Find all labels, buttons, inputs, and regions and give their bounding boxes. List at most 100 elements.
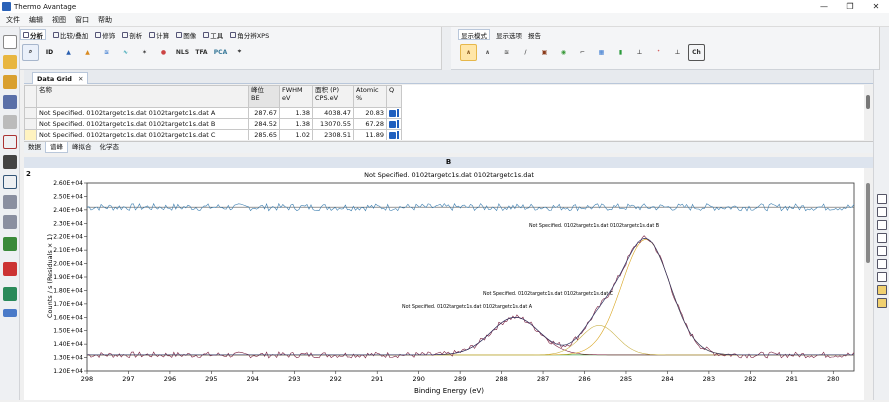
cell-area[interactable]: 4038.47 <box>312 107 354 119</box>
menu-edit[interactable]: 编辑 <box>29 15 43 24</box>
export-icon[interactable] <box>877 298 887 308</box>
spectrum-chart[interactable]: Not Specified. 0102targetc1s.dat 0102tar… <box>24 168 873 400</box>
chart-title-button[interactable]: Ch <box>688 43 705 61</box>
menu-file[interactable]: 文件 <box>6 15 20 24</box>
grid-scroll-thumb[interactable] <box>866 95 870 109</box>
maximize-button[interactable]: ❐ <box>846 2 854 11</box>
map-icon[interactable]: ▣ <box>541 48 548 56</box>
stacked-view-icon[interactable]: ≋ <box>503 48 510 56</box>
grid-icon[interactable] <box>3 195 17 209</box>
cell-atomic[interactable]: 11.89 <box>353 129 387 140</box>
subtab-chemical-state[interactable]: 化学态 <box>99 143 120 151</box>
grid-scrollbar[interactable] <box>864 85 873 140</box>
column-header-atomic[interactable]: Atomic % <box>353 85 387 108</box>
tab-display-mode[interactable]: 显示模式 <box>458 29 490 40</box>
tab-arxps[interactable]: 角分辨XPS <box>230 29 269 40</box>
zoom-out-icon[interactable] <box>877 207 887 217</box>
profile-view-icon[interactable]: ⌐ <box>579 48 586 56</box>
table-view-icon[interactable]: ▦ <box>598 48 605 56</box>
reset-view-icon[interactable] <box>877 272 887 282</box>
tab-tools[interactable]: 工具 <box>203 29 223 40</box>
folder-icon[interactable] <box>3 75 17 89</box>
cursor-icon[interactable] <box>877 246 887 256</box>
peak-label-icon[interactable]: ᐩ <box>657 48 660 56</box>
waterfall-icon[interactable]: ∕ <box>524 48 527 56</box>
menu-help[interactable]: 帮助 <box>98 15 112 24</box>
zoom-fit-icon[interactable] <box>877 220 887 230</box>
cell-atomic[interactable]: 20.83 <box>353 107 387 119</box>
cell-be[interactable]: 284.52 <box>248 118 280 130</box>
zoom-in-icon[interactable] <box>877 194 887 204</box>
cell-fwhm[interactable]: 1.38 <box>279 118 313 130</box>
column-header-q[interactable]: Q <box>386 85 402 108</box>
menu-view[interactable]: 视图 <box>52 15 66 24</box>
row-header[interactable] <box>24 118 37 130</box>
overlay-view-icon[interactable]: ∧ <box>485 48 490 56</box>
cell-be[interactable]: 287.67 <box>248 107 280 119</box>
tab-calculate[interactable]: 计算 <box>149 29 169 40</box>
tab-image[interactable]: 图像 <box>176 29 196 40</box>
column-header-be[interactable]: 峰位 BE <box>248 85 280 108</box>
id-tool-button[interactable]: ID <box>45 48 54 56</box>
cell-q[interactable] <box>386 118 402 130</box>
pca-button[interactable]: PCA <box>213 48 228 56</box>
tab-profile[interactable]: 剖析 <box>122 29 142 40</box>
spectrum-plot[interactable]: 2 Not Specified. 0102targetc1s.dat 0102t… <box>24 168 873 400</box>
ribbon-scroll-right[interactable] <box>879 27 889 70</box>
menu-window[interactable]: 窗口 <box>75 15 89 24</box>
column-header-name[interactable]: 名称 <box>36 85 249 108</box>
cell-atomic[interactable]: 67.28 <box>353 118 387 130</box>
subtab-peaks[interactable]: 谱峰 <box>45 142 68 153</box>
tab-data-grid[interactable]: Data Grid ✕ <box>32 72 89 84</box>
search-icon[interactable]: ⌕ <box>22 43 39 61</box>
column-header-area[interactable]: 面积 (P) CPS.eV <box>312 85 354 108</box>
subtab-peak-fit[interactable]: 峰拟合 <box>72 143 92 151</box>
peak-id-icon[interactable]: ▲ <box>66 48 71 56</box>
close-icon[interactable]: ✕ <box>77 74 84 83</box>
expand-panel-icon[interactable] <box>3 309 17 317</box>
spectrum-icon[interactable] <box>3 135 17 149</box>
crosshair-icon[interactable] <box>877 259 887 269</box>
checkbox[interactable] <box>389 120 396 128</box>
fit-peaks-icon[interactable]: ✶ <box>141 48 148 56</box>
plot-scrollbar[interactable] <box>864 168 873 400</box>
print-icon[interactable] <box>3 115 17 129</box>
cell-area[interactable]: 13070.55 <box>312 118 354 130</box>
table-row[interactable]: Not Specified. 0102targetc1s.dat 0102tar… <box>24 118 402 130</box>
annotate-icon[interactable] <box>877 285 887 295</box>
cell-q[interactable] <box>386 129 402 140</box>
tree-icon[interactable] <box>3 237 17 251</box>
close-button[interactable]: ✕ <box>872 2 880 11</box>
microscope-icon[interactable] <box>3 155 17 169</box>
column-header-fwhm[interactable]: FWHM eV <box>279 85 313 108</box>
tab-analysis[interactable]: 分析 <box>20 29 46 40</box>
cell-fwhm[interactable]: 1.02 <box>279 129 313 140</box>
table-row[interactable]: Not Specified. 0102targetc1s.dat 0102tar… <box>24 129 402 140</box>
axis-scale-icon[interactable]: ⊥ <box>636 48 643 56</box>
cluster-icon[interactable]: ⌖ <box>237 48 242 55</box>
new-document-icon[interactable] <box>3 35 17 49</box>
cell-name[interactable]: Not Specified. 0102targetc1s.dat 0102tar… <box>36 118 249 130</box>
tfa-button[interactable]: TFA <box>195 48 208 56</box>
cell-area[interactable]: 2308.51 <box>312 129 354 140</box>
nls-button[interactable]: NLS <box>175 48 190 56</box>
tab-display-options[interactable]: 显示选项 <box>496 31 522 40</box>
checkbox[interactable] <box>389 109 396 117</box>
report-icon[interactable] <box>3 287 17 301</box>
chart-overlay-icon[interactable] <box>3 175 17 189</box>
open-folder-icon[interactable] <box>3 55 17 69</box>
cell-name[interactable]: Not Specified. 0102targetc1s.dat 0102tar… <box>36 107 249 119</box>
table-row[interactable]: Not Specified. 0102targetc1s.dat 0102tar… <box>24 107 402 119</box>
peak-fit-icon[interactable]: ▲ <box>85 48 90 56</box>
cell-q[interactable] <box>386 107 402 119</box>
plot-scroll-thumb[interactable] <box>866 183 870 263</box>
table-icon[interactable] <box>3 215 17 229</box>
cell-fwhm[interactable]: 1.38 <box>279 107 313 119</box>
save-icon[interactable] <box>3 95 17 109</box>
cell-be[interactable]: 285.65 <box>248 129 280 140</box>
spectrum-view-icon[interactable]: ∧ <box>460 43 477 61</box>
pan-icon[interactable] <box>877 233 887 243</box>
globe-icon[interactable]: ◉ <box>560 48 567 56</box>
tab-report[interactable]: 报告 <box>528 31 541 40</box>
tab-modify[interactable]: 修饰 <box>95 29 115 40</box>
